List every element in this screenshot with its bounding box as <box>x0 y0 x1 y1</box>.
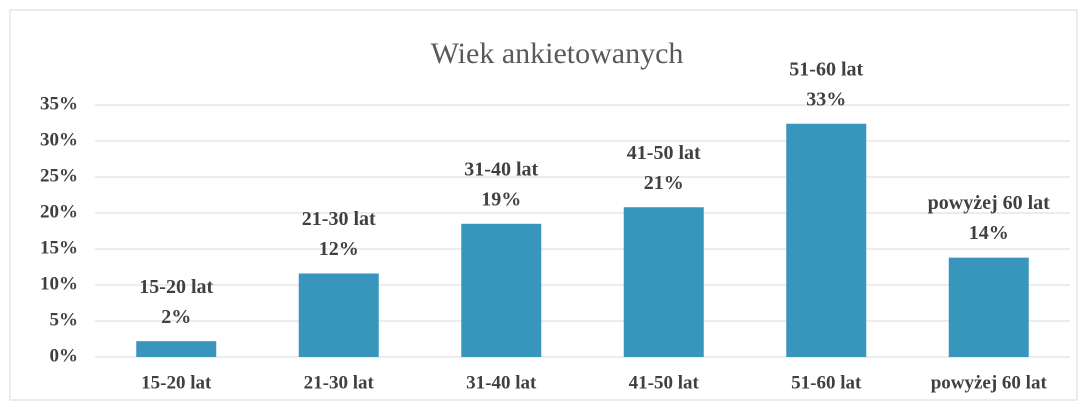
data-label-category: 31-40 lat <box>464 158 538 180</box>
data-label: 12% <box>319 238 359 260</box>
y-tick-label: 10% <box>40 273 78 294</box>
data-label-category: 21-30 lat <box>302 208 376 230</box>
y-tick-label: 15% <box>40 237 78 258</box>
x-tick-label: 31-40 lat <box>466 372 537 393</box>
bar <box>786 123 867 357</box>
x-tick-label: 21-30 lat <box>304 372 375 393</box>
bar <box>136 341 217 357</box>
bar <box>623 207 704 357</box>
x-tick-label: 15-20 lat <box>141 372 212 393</box>
y-tick-label: 0% <box>50 345 79 366</box>
bar <box>461 223 542 357</box>
y-tick-label: 20% <box>40 201 78 222</box>
y-tick-label: 30% <box>40 129 78 150</box>
data-label-category: 15-20 lat <box>139 276 213 298</box>
y-tick-label: 25% <box>40 165 78 186</box>
data-label: 33% <box>806 88 846 110</box>
data-label: 14% <box>969 222 1009 244</box>
data-label: 21% <box>644 172 684 194</box>
chart-title: Wiek ankietowanych <box>431 37 684 70</box>
data-label: 19% <box>481 188 521 210</box>
x-tick-label: 51-60 lat <box>791 372 862 393</box>
x-tick-label: powyżej 60 lat <box>931 372 1048 393</box>
y-tick-label: 5% <box>50 309 79 330</box>
y-tick-label: 35% <box>40 93 78 114</box>
data-label: 2% <box>161 306 191 328</box>
data-label-category: powyżej 60 lat <box>928 192 1051 214</box>
bar <box>298 273 379 357</box>
data-label-category: 51-60 lat <box>789 58 863 80</box>
bar <box>948 257 1029 357</box>
chart-border <box>9 9 1078 401</box>
data-label-category: 41-50 lat <box>627 142 701 164</box>
x-tick-label: 41-50 lat <box>629 372 700 393</box>
